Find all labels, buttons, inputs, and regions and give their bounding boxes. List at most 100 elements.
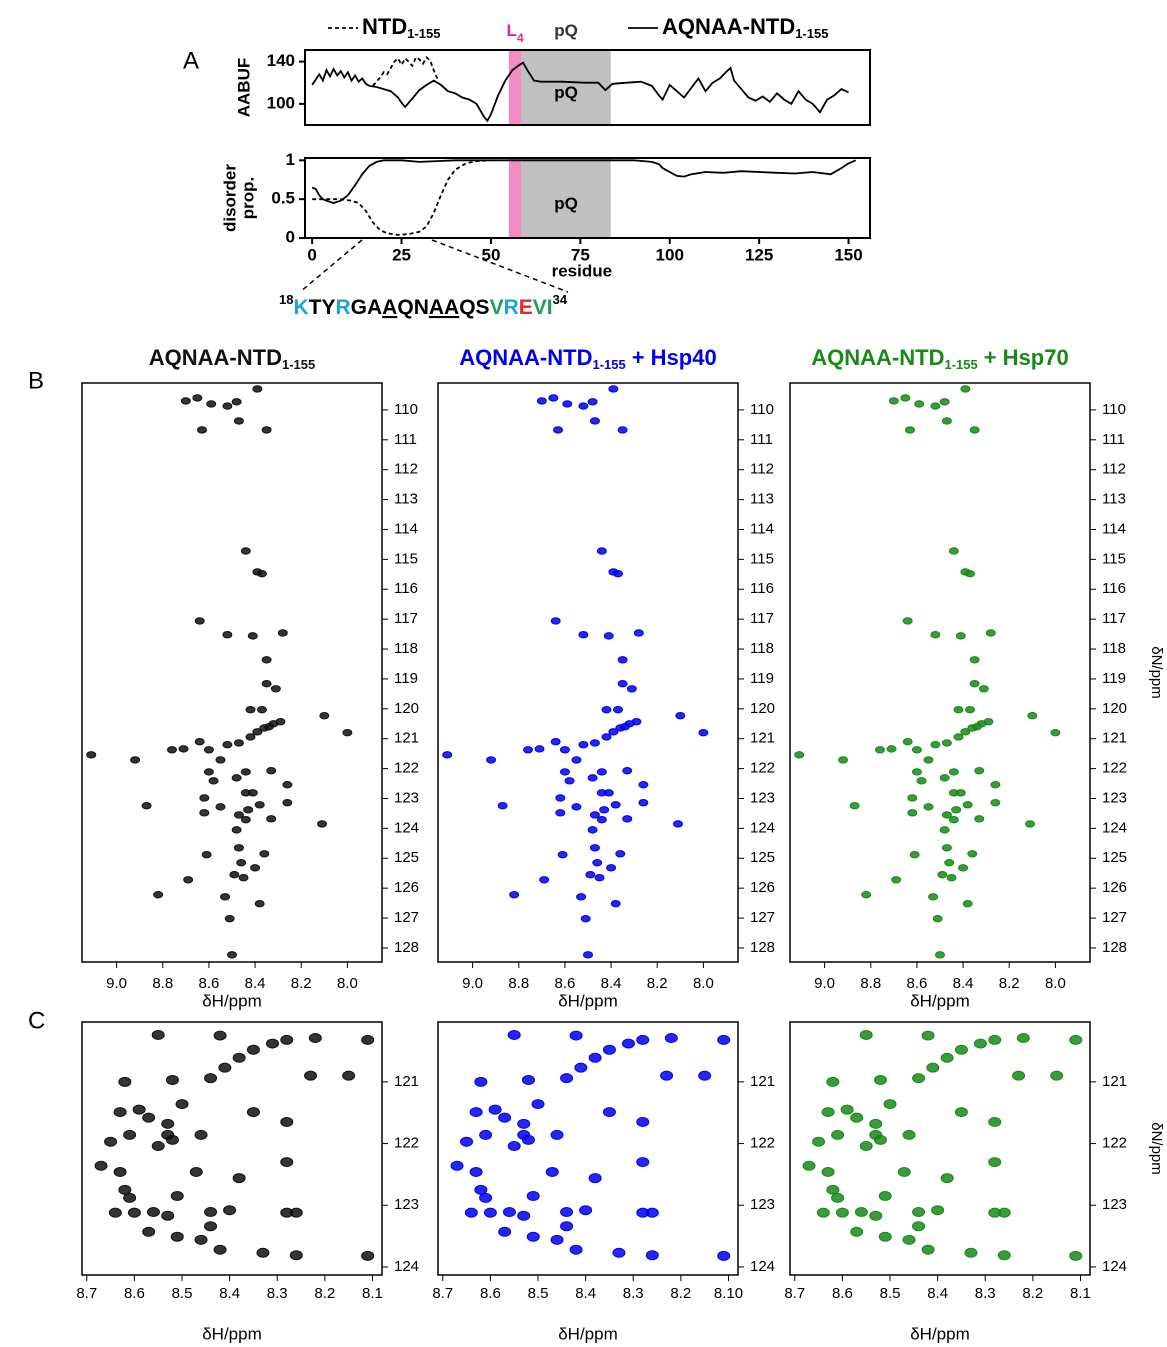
peak [596,816,607,824]
y-tick-label: 124 [750,1258,775,1275]
peak [928,893,939,901]
peak [201,850,212,859]
peak [826,1076,840,1087]
peak [277,629,288,637]
chart-title-suffix: + Hsp70 [984,345,1069,370]
peak [218,1062,232,1073]
peak [498,1112,512,1123]
peak [479,1192,493,1203]
peak [304,1070,318,1081]
peak [955,789,966,797]
region-header: pQ [554,21,578,40]
x-axis-label: residue [552,261,612,280]
peak [113,1107,127,1118]
peak [486,756,497,764]
peak [816,1207,830,1218]
peak [194,1234,208,1245]
series-line [372,55,439,87]
peak [923,803,934,811]
peak [252,385,263,393]
connector [431,239,569,293]
chart-title-main: AQNAA-NTD [811,345,944,370]
peak [199,794,210,802]
peak [940,1052,954,1063]
peak [342,729,353,737]
y-tick-label: 112 [750,461,774,478]
peak [238,874,249,882]
sequence-letter: Q [459,296,475,319]
peak [939,398,950,406]
peak [948,768,959,776]
peak [911,768,922,776]
peak [631,717,642,726]
peak [560,1073,574,1084]
peak [840,1104,854,1115]
y-tick-label: 140 [267,51,295,70]
peak [974,766,985,775]
peak [608,728,619,736]
peak [523,746,533,754]
peak [912,1221,926,1232]
sequence-start: 18 [279,292,293,307]
peak [483,1207,497,1218]
peak [821,1107,835,1118]
x-tick-label: 8.6 [480,1285,501,1302]
sequence: 18KTYRGAAQNAAQSVREVI34 [279,292,568,318]
peak [564,777,575,785]
peak [578,402,589,410]
y-tick-label: 110 [750,401,774,418]
peak [270,685,281,693]
peak [130,756,141,764]
peak [118,1184,132,1195]
region-header: L4 [507,21,524,45]
peak [517,1118,531,1129]
peak [878,1191,892,1202]
peak [474,1184,488,1195]
x-tick-label: 8.2 [314,1285,335,1302]
y-axis-label: disorder [220,164,239,232]
peak [259,724,270,732]
peak [550,1129,564,1140]
peak [464,1207,478,1218]
peak [916,777,927,785]
x-tick-label: 8.3 [975,1285,996,1302]
peak [990,798,1001,807]
y-tick-label: 119 [1102,670,1126,687]
y-tick-label: 122 [1102,1135,1127,1152]
y-tick-label: 118 [750,640,774,657]
peak [502,1207,516,1218]
peak [151,1029,165,1040]
peak [474,1076,488,1087]
x-tick-label: 8.0 [337,975,358,992]
y-tick-label: 128 [1102,939,1127,956]
peak [617,680,628,688]
peak [246,1107,260,1118]
peak [550,737,561,746]
x-axis-label: δH/ppm [910,991,970,1010]
peak [197,426,207,434]
peak [589,811,600,819]
y-tick-label: 124 [394,1258,419,1275]
x-tick-label: 8.0 [1045,975,1066,992]
peak [869,1210,883,1221]
peak [902,737,913,746]
peak [308,1033,322,1044]
y-tick-label: 113 [750,491,774,508]
x-tick-label: 50 [481,245,500,264]
peak [610,900,621,908]
legend-label-sub: 1-155 [795,26,828,41]
peak [835,1207,849,1218]
x-axis-label: δH/ppm [558,991,618,1010]
peak [891,876,902,884]
peak [698,729,709,737]
x-tick-label: 8.8 [508,975,529,992]
peak [603,789,614,797]
peak [826,1184,840,1195]
peak [342,1070,356,1081]
panel-label: A [183,47,199,74]
sequence-letter: I [547,296,553,319]
y-tick-label: 126 [1102,879,1127,896]
peak [859,1141,873,1152]
peak [146,1207,160,1218]
peak [931,1205,945,1216]
